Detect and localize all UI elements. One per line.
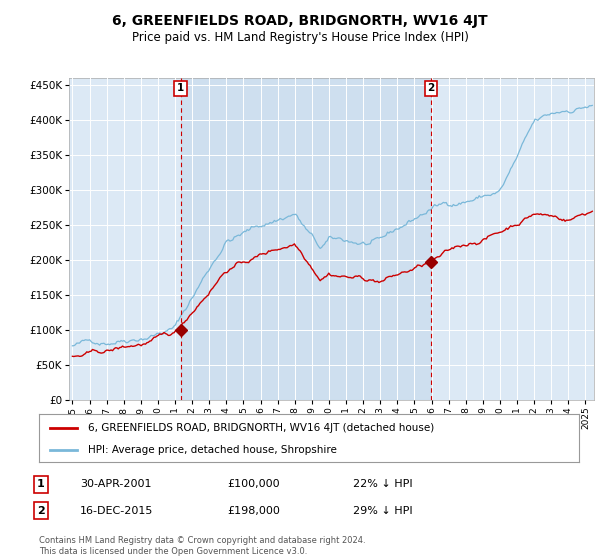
Text: 16-DEC-2015: 16-DEC-2015 — [80, 506, 153, 516]
Text: Price paid vs. HM Land Registry's House Price Index (HPI): Price paid vs. HM Land Registry's House … — [131, 31, 469, 44]
Text: £100,000: £100,000 — [227, 479, 280, 489]
Bar — [181, 78, 431, 400]
Text: 1: 1 — [177, 83, 184, 93]
Text: 6, GREENFIELDS ROAD, BRIDGNORTH, WV16 4JT: 6, GREENFIELDS ROAD, BRIDGNORTH, WV16 4J… — [112, 14, 488, 28]
Text: 1: 1 — [37, 479, 44, 489]
Text: 2: 2 — [37, 506, 44, 516]
Text: HPI: Average price, detached house, Shropshire: HPI: Average price, detached house, Shro… — [88, 445, 337, 455]
Text: 2: 2 — [427, 83, 434, 93]
Text: Contains HM Land Registry data © Crown copyright and database right 2024.
This d: Contains HM Land Registry data © Crown c… — [39, 536, 365, 556]
Text: 30-APR-2001: 30-APR-2001 — [80, 479, 151, 489]
Text: 6, GREENFIELDS ROAD, BRIDGNORTH, WV16 4JT (detached house): 6, GREENFIELDS ROAD, BRIDGNORTH, WV16 4J… — [88, 423, 434, 433]
Text: 29% ↓ HPI: 29% ↓ HPI — [353, 506, 412, 516]
Text: 22% ↓ HPI: 22% ↓ HPI — [353, 479, 412, 489]
Text: £198,000: £198,000 — [227, 506, 280, 516]
